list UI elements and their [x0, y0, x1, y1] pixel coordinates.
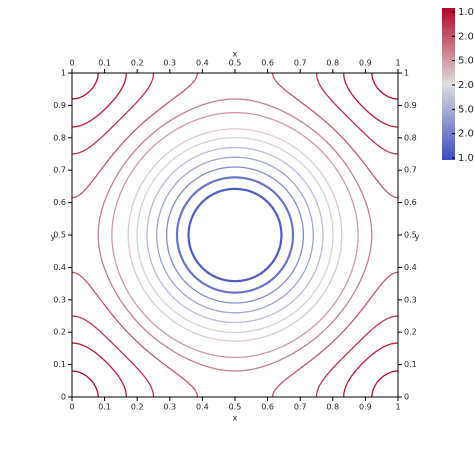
y-tick-label: 0.6 — [53, 198, 66, 207]
contour-line — [187, 187, 283, 283]
y-tick-label: 0.1 — [53, 360, 66, 369]
contour-line — [175, 176, 295, 294]
colorbar-label: 2.0e — [458, 31, 474, 42]
contour-line — [156, 156, 314, 314]
y-tick-label: 0.8 — [404, 133, 417, 142]
y-tick-label: 0.5 — [53, 231, 66, 240]
x-tick-label: 0.6 — [261, 403, 274, 412]
y-tick-label: 0.2 — [404, 328, 417, 337]
x-tick-label: 0.1 — [98, 403, 111, 412]
y-tick-label: 0.8 — [53, 133, 66, 142]
y-tick-label: 0.1 — [404, 360, 417, 369]
x-tick-label: 0 — [69, 403, 74, 412]
colorbar-label: 2.0e — [458, 129, 474, 140]
contour-line — [72, 73, 398, 397]
y-tick-label: 1 — [404, 69, 409, 78]
y-tick-label: 0.6 — [404, 198, 417, 207]
colorbar-label: 2.0e — [458, 80, 474, 91]
y-tick-label: 0.3 — [53, 295, 66, 304]
y-axis-title: y — [51, 233, 56, 242]
x-tick-label: 0.9 — [359, 403, 372, 412]
contour-line — [97, 98, 373, 372]
x-tick-label: 0.7 — [294, 403, 307, 412]
x-tick-label: 0.5 — [229, 59, 242, 68]
x-tick-label: 0.3 — [163, 403, 176, 412]
y-tick-label: 0 — [61, 393, 66, 402]
contour-line — [165, 166, 305, 304]
x-tick-label: 0.2 — [131, 403, 144, 412]
y-tick-label: 0.3 — [404, 295, 417, 304]
plot-frame — [71, 72, 399, 398]
x-tick-label: 0.1 — [98, 59, 111, 68]
x-tick-label: 0.4 — [196, 403, 209, 412]
colorbar-label: 1.0e — [458, 7, 474, 18]
x-axis-title: x — [233, 414, 238, 423]
x-tick-label: 0.8 — [326, 403, 339, 412]
y-tick-label: 0.4 — [53, 263, 66, 272]
colorbar-label: 5.0e — [458, 104, 474, 115]
y-axis-title: y — [415, 233, 420, 242]
contours — [72, 73, 398, 397]
contour-line — [111, 111, 359, 359]
colorbar-labels: 1.0e 2.0e 5.0e 2.0e 5.0e 2.0e 1.0e — [452, 7, 474, 164]
x-axis-title: x — [233, 50, 238, 59]
x-tick-label: 0.8 — [326, 59, 339, 68]
y-tick-label: 0.5 — [404, 231, 417, 240]
contour-line — [72, 73, 398, 397]
x-tick-label: 0.5 — [229, 403, 242, 412]
x-tick-label: 0 — [69, 59, 74, 68]
y-tick-label: 1 — [61, 69, 66, 78]
y-tick-label: 0.9 — [53, 101, 66, 110]
y-tick-label: 0.4 — [404, 263, 417, 272]
x-tick-label: 0.6 — [261, 59, 274, 68]
contour-line — [146, 146, 324, 324]
y-tick-label: 0 — [404, 393, 409, 402]
x-tick-label: 0.2 — [131, 59, 144, 68]
contour-line — [127, 128, 343, 342]
x-tick-label: 1 — [395, 403, 400, 412]
contour-line — [72, 73, 398, 397]
colorbar — [442, 8, 455, 160]
contour-line — [136, 136, 334, 334]
colorbar-label: 1.0e — [458, 153, 474, 164]
y-tick-label: 0.7 — [404, 166, 417, 175]
x-tick-label: 0.4 — [196, 59, 209, 68]
colorbar-label: 5.0e — [458, 56, 474, 67]
y-tick-label: 0.2 — [53, 328, 66, 337]
y-tick-label: 0.9 — [404, 101, 417, 110]
y-tick-label: 0.7 — [53, 166, 66, 175]
x-tick-label: 0.7 — [294, 59, 307, 68]
contour-line — [72, 73, 398, 397]
x-tick-label: 0.9 — [359, 59, 372, 68]
x-tick-label: 1 — [395, 59, 400, 68]
x-tick-label: 0.3 — [163, 59, 176, 68]
